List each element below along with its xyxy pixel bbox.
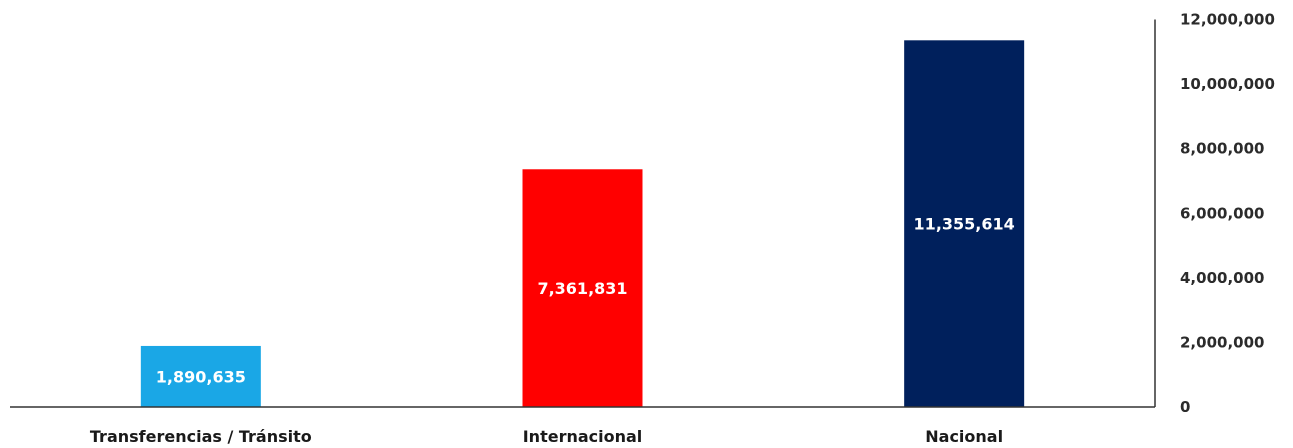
category-label-2: Internacional [523,427,643,446]
category-labels-group: Transferencias / Tránsito Internacional Na… [90,427,1003,446]
y-tick-label: 4,000,000 [1180,269,1264,287]
y-tick-label: 6,000,000 [1180,204,1264,222]
y-tick-label: 10,000,000 [1180,75,1275,93]
y-tick-label: 0 [1180,398,1190,416]
data-label-1: 1,890,635 [156,367,246,386]
bar-2 [522,169,643,407]
data-labels-group: 1,890,635 7,361,831 11,355,614 [156,215,1015,387]
bar-3 [904,40,1025,408]
y-tick-label: 8,000,000 [1180,140,1264,158]
bar-1 [140,345,261,407]
y-tick-label: 2,000,000 [1180,333,1264,351]
y-tick-labels-group: 0 2,000,000 4,000,000 6,000,000 8,000,000 10,… [1180,11,1275,417]
data-label-3: 11,355,614 [914,215,1015,234]
y-tick-label: 12,000,000 [1180,11,1275,29]
bars-group [140,40,1025,408]
category-label-3: Nacional [925,427,1003,446]
data-label-2: 7,361,831 [537,279,627,298]
category-label-1: Transferencias / Tránsito [90,427,312,446]
